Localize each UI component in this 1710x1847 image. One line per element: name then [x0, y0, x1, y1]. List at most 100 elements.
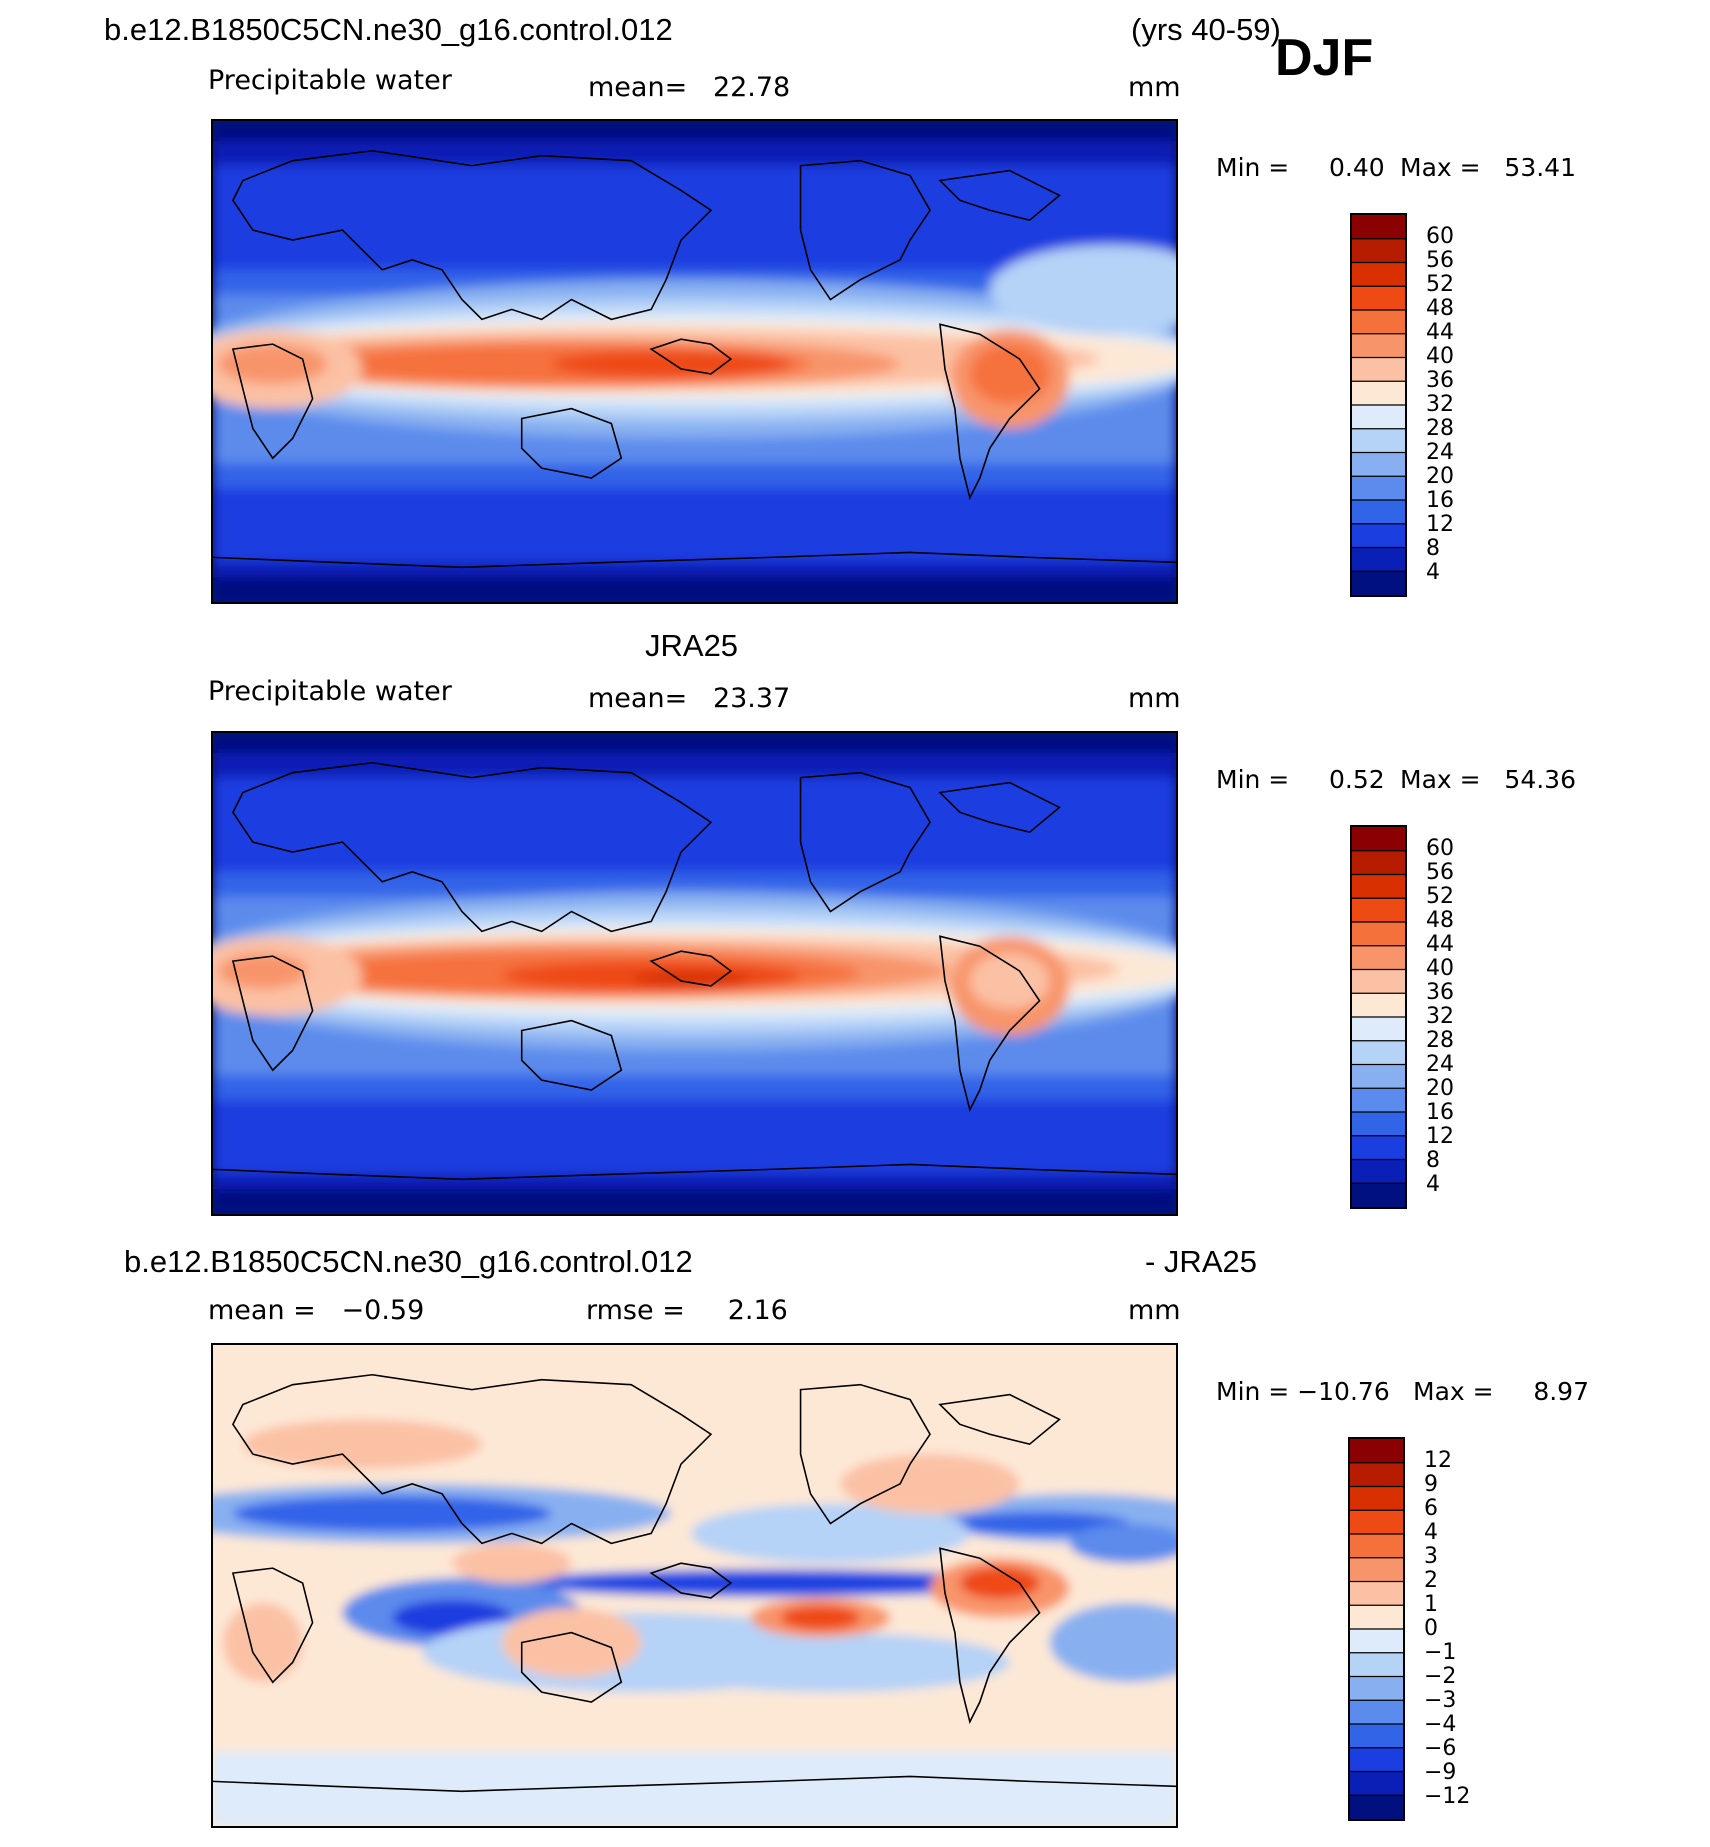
panel1-map [211, 119, 1178, 604]
colorbar-label: 20 [1426, 1076, 1454, 1101]
colorbar-swatch [1350, 1771, 1403, 1796]
colorbar-swatch [1350, 1605, 1403, 1629]
panel3-title-left: b.e12.B1850C5CN.ne30_g16.control.012 [124, 1244, 693, 1279]
colorbar-swatch [1352, 452, 1405, 477]
colorbar-label: 56 [1426, 248, 1454, 273]
colorbar-swatch [1350, 1747, 1403, 1772]
colorbar-label: 40 [1426, 956, 1454, 981]
colorbar-label: −3 [1424, 1688, 1457, 1713]
colorbar-swatch [1352, 1159, 1405, 1184]
colorbar-swatch [1352, 381, 1405, 405]
panel1-units: mm [1128, 72, 1181, 103]
colorbar-swatch [1352, 922, 1405, 946]
panel3-colorbar [1348, 1437, 1405, 1821]
colorbar-label: 9 [1424, 1472, 1438, 1497]
colorbar-swatch [1352, 945, 1405, 970]
colorbar-swatch [1350, 1724, 1403, 1748]
colorbar-label: 16 [1426, 488, 1454, 513]
panel1-max: Max = 53.41 [1400, 153, 1576, 182]
colorbar-swatch [1350, 1629, 1403, 1653]
colorbar-swatch [1352, 827, 1405, 851]
colorbar-label: 28 [1426, 416, 1454, 441]
panel2-variable: Precipitable water [208, 676, 452, 707]
colorbar-label: 24 [1426, 440, 1454, 465]
colorbar-swatch [1352, 333, 1405, 358]
panel2-colorbar [1350, 825, 1407, 1209]
colorbar-label: −2 [1424, 1664, 1457, 1689]
colorbar-label: 52 [1426, 884, 1454, 909]
panel2-title: JRA25 [645, 628, 739, 663]
colorbar-label: 60 [1426, 224, 1454, 249]
colorbar-label: 36 [1426, 368, 1454, 393]
colorbar-swatch [1352, 874, 1405, 899]
panel1-field-svg [213, 121, 1176, 602]
colorbar-label: 28 [1426, 1028, 1454, 1053]
panel2-field-svg [213, 733, 1176, 1214]
colorbar-swatch [1352, 523, 1405, 548]
panel3-title-right: - JRA25 [1145, 1244, 1257, 1279]
years-label: (yrs 40-59) [1131, 12, 1281, 47]
colorbar-label: 2 [1424, 1568, 1438, 1593]
panel1-variable: Precipitable water [208, 65, 452, 96]
colorbar-swatch [1352, 428, 1405, 453]
colorbar-label: 52 [1426, 272, 1454, 297]
colorbar-swatch [1352, 1017, 1405, 1041]
colorbar-label: −12 [1424, 1784, 1471, 1809]
colorbar-label: 12 [1426, 512, 1454, 537]
colorbar-label: 8 [1426, 536, 1440, 561]
colorbar-swatch [1352, 1088, 1405, 1112]
colorbar-label: 4 [1424, 1520, 1438, 1545]
panel2-mean: mean= 23.37 [588, 683, 791, 714]
panel1-coastlines [213, 149, 1176, 569]
colorbar-label: 0 [1424, 1616, 1438, 1641]
colorbar-swatch [1352, 1183, 1405, 1207]
colorbar-label: 8 [1426, 1148, 1440, 1173]
colorbar-swatch [1352, 1064, 1405, 1089]
case-title: b.e12.B1850C5CN.ne30_g16.control.012 [104, 12, 673, 47]
colorbar-label: 32 [1426, 1004, 1454, 1029]
colorbar-swatch [1352, 215, 1405, 239]
colorbar-label: 4 [1426, 1172, 1440, 1197]
panel1-colorbar [1350, 213, 1407, 597]
colorbar-swatch [1352, 547, 1405, 572]
field-colorbar-svg [1352, 827, 1405, 1207]
panel1-mean: mean= 22.78 [588, 72, 791, 103]
diff-colorbar-svg [1350, 1439, 1403, 1819]
colorbar-swatch [1352, 476, 1405, 500]
colorbar-label: 36 [1426, 980, 1454, 1005]
colorbar-swatch [1350, 1486, 1403, 1511]
colorbar-swatch [1350, 1462, 1403, 1487]
panel3-coastlines [213, 1373, 1176, 1793]
colorbar-label: 6 [1424, 1496, 1438, 1521]
colorbar-label: −6 [1424, 1736, 1457, 1761]
colorbar-label: 24 [1426, 1052, 1454, 1077]
colorbar-swatch [1352, 969, 1405, 994]
colorbar-label: 60 [1426, 836, 1454, 861]
colorbar-swatch [1350, 1510, 1403, 1534]
panel3-rmse: rmse = 2.16 [586, 1295, 788, 1326]
colorbar-label: 3 [1424, 1544, 1438, 1569]
colorbar-swatch [1352, 286, 1405, 310]
colorbar-label: 44 [1426, 932, 1454, 957]
panel2-max: Max = 54.36 [1400, 765, 1576, 794]
colorbar-swatch [1352, 1135, 1405, 1160]
colorbar-swatch [1352, 310, 1405, 334]
colorbar-label: 16 [1426, 1100, 1454, 1125]
colorbar-swatch [1352, 1112, 1405, 1136]
colorbar-label: 12 [1424, 1448, 1452, 1473]
colorbar-swatch [1350, 1439, 1403, 1463]
colorbar-swatch [1350, 1534, 1403, 1558]
colorbar-label: −4 [1424, 1712, 1457, 1737]
colorbar-swatch [1352, 1040, 1405, 1065]
colorbar-label: 48 [1426, 908, 1454, 933]
colorbar-label: 20 [1426, 464, 1454, 489]
colorbar-label: 40 [1426, 344, 1454, 369]
colorbar-swatch [1352, 357, 1405, 382]
colorbar-swatch [1352, 571, 1405, 595]
colorbar-label: 4 [1426, 560, 1440, 585]
colorbar-swatch [1350, 1557, 1403, 1582]
colorbar-swatch [1350, 1676, 1403, 1701]
field-colorbar-svg [1352, 215, 1405, 595]
panel2-coastlines [213, 761, 1176, 1181]
colorbar-swatch [1350, 1652, 1403, 1677]
